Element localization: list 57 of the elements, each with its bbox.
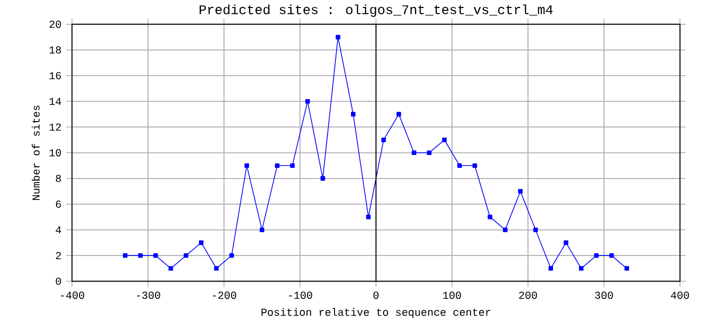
point <box>548 266 554 271</box>
y-tick-label: 16 <box>50 72 61 80</box>
point <box>153 253 158 258</box>
point <box>578 266 584 271</box>
point <box>426 150 432 155</box>
point <box>305 98 310 104</box>
point <box>457 163 462 168</box>
point <box>229 253 234 258</box>
point <box>609 253 614 258</box>
point <box>472 163 478 168</box>
point <box>624 266 630 271</box>
point <box>442 138 447 142</box>
x-axis-title: Position relative to sequence center <box>262 308 490 318</box>
point <box>381 138 386 142</box>
x-tick-label: -400 <box>60 292 84 299</box>
x-tick-label: 0 <box>373 292 379 299</box>
point <box>518 188 523 194</box>
point <box>168 266 174 271</box>
x-tick-label: -100 <box>288 292 312 299</box>
x-tick-label: 200 <box>519 292 537 299</box>
y-tick-label: 10 <box>50 149 61 156</box>
point <box>122 253 128 258</box>
y-tick-label: 0 <box>56 278 61 285</box>
point <box>412 150 416 155</box>
point <box>533 227 538 232</box>
point <box>274 163 280 168</box>
y-axis-title: Number of sites <box>32 106 40 200</box>
point <box>366 214 371 220</box>
y-tick-label: 12 <box>50 123 61 130</box>
point <box>502 227 508 232</box>
point <box>184 253 188 258</box>
point <box>214 266 219 271</box>
x-tick-label: 300 <box>595 292 613 299</box>
y-tick-label: 14 <box>50 98 62 105</box>
y-tick-label: 8 <box>56 174 61 182</box>
x-tick-label: -300 <box>136 292 160 299</box>
point <box>290 163 295 168</box>
point <box>244 163 250 168</box>
y-tick-label: 18 <box>50 46 61 54</box>
y-tick-label: 2 <box>56 252 61 259</box>
chart-title: Predicted sites : oligos_7nt_test_vs_ctrl_m4 <box>200 4 553 17</box>
point <box>396 112 402 116</box>
y-tick-label: 20 <box>50 20 61 28</box>
point <box>594 253 599 258</box>
x-tick-label: 400 <box>670 292 689 299</box>
point <box>320 176 326 181</box>
point <box>138 253 143 258</box>
point <box>336 34 340 40</box>
y-tick-label: 4 <box>56 226 62 234</box>
y-tick-label: 6 <box>56 200 61 208</box>
point <box>260 227 264 232</box>
point <box>564 240 568 245</box>
point <box>198 240 204 245</box>
point <box>350 112 356 116</box>
x-tick-label: -200 <box>212 292 236 299</box>
point <box>488 214 492 220</box>
x-tick-label: 100 <box>443 292 461 299</box>
